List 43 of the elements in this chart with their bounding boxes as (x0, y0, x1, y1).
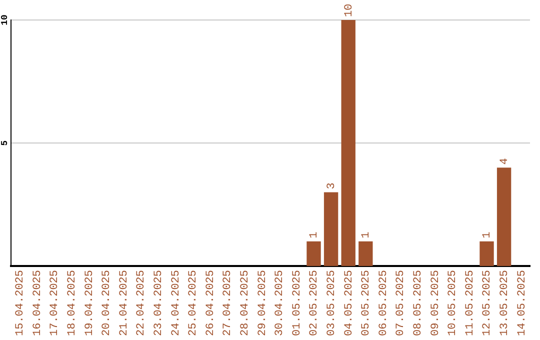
bar (341, 20, 356, 266)
bar (496, 168, 512, 266)
y-tick-label: 5 (0, 140, 10, 146)
data-label: 1 (482, 231, 494, 238)
x-tick-label: 24.04.2025 (170, 270, 182, 336)
x-tick-label: 25.04.2025 (188, 270, 200, 336)
x-tick-label: 18.04.2025 (66, 270, 78, 336)
data-label: 3 (326, 182, 338, 190)
x-tick-label: 26.04.2025 (204, 270, 217, 336)
x-tick-label: 21.04.2025 (118, 270, 130, 336)
bar (480, 241, 494, 266)
x-tick-label: 09.05.2025 (430, 270, 442, 336)
x-tick-label: 19.04.2025 (84, 270, 96, 336)
x-tick-label: 02.05.2025 (308, 270, 321, 336)
data-label: 1 (308, 231, 321, 238)
x-tick-label: 11.05.2025 (464, 270, 476, 336)
bar (306, 241, 321, 266)
data-label: 10 (343, 4, 356, 17)
data-label: 4 (498, 158, 511, 165)
x-tick-label: 12.05.2025 (482, 270, 494, 336)
x-tick-label: 20.04.2025 (101, 270, 114, 336)
x-tick-label: 04.05.2025 (343, 270, 356, 336)
x-tick-label: 06.05.2025 (378, 270, 390, 336)
x-tick-label: 10.05.2025 (447, 270, 460, 336)
bar (324, 192, 338, 266)
x-tick-label: 08.05.2025 (412, 270, 424, 336)
x-tick-label: 22.04.2025 (136, 270, 148, 336)
x-tick-label: 01.05.2025 (291, 270, 304, 336)
x-tick-label: 05.05.2025 (360, 270, 373, 336)
x-tick-label: 03.05.2025 (326, 270, 338, 336)
x-tick-label: 07.05.2025 (395, 270, 408, 336)
bar (358, 241, 373, 266)
x-tick-label: 17.04.2025 (49, 270, 62, 336)
x-tick-label: 14.05.2025 (516, 270, 528, 336)
data-label: 1 (360, 231, 373, 238)
x-tick-label: 16.04.2025 (32, 270, 44, 336)
x-tick-label: 29.04.2025 (256, 270, 269, 336)
x-tick-label: 13.05.2025 (498, 270, 511, 336)
x-tick-label: 27.04.2025 (222, 270, 234, 336)
x-tick-label: 30.04.2025 (274, 270, 286, 336)
x-tick-label: 23.04.2025 (152, 270, 165, 336)
x-tick-label: 15.04.2025 (14, 270, 27, 336)
x-tick-label: 28.04.2025 (239, 270, 252, 336)
